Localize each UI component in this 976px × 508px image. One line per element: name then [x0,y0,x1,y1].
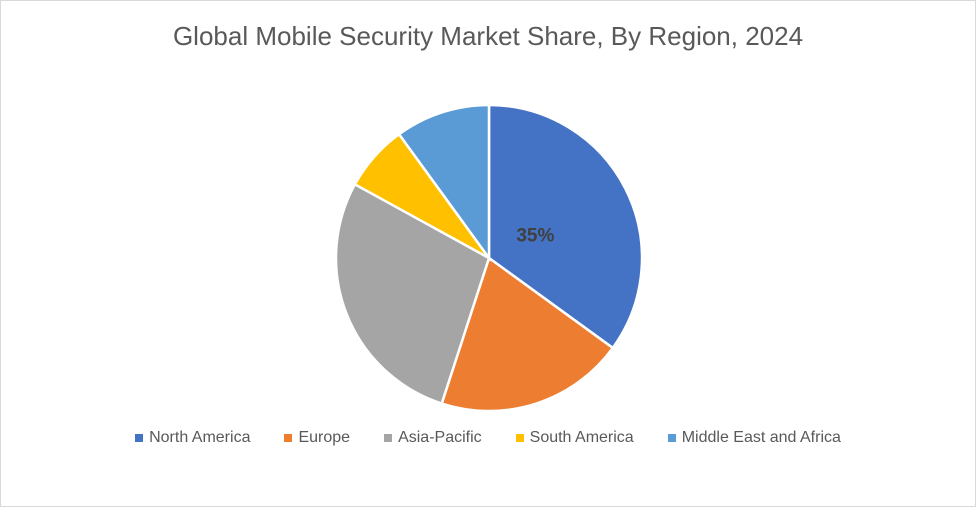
legend-label: Middle East and Africa [681,429,841,446]
legend-item: Asia-Pacific [384,429,482,447]
legend-swatch [384,434,393,442]
chart-legend: North America Europe Asia-Pacific South Ame… [1,429,975,447]
pie-slice-north-america [487,103,644,350]
legend-item: Middle East and Africa [667,429,841,447]
legend-label: North America [149,429,251,446]
pie-slice-europe [440,255,615,413]
legend-label: Europe [298,429,351,446]
legend-swatch [284,434,293,442]
pie-slice-asia-pacific [334,182,491,406]
legend-label: Asia-Pacific [398,429,482,446]
legend-item: South America [515,429,634,447]
legend-item: Europe [284,429,350,447]
chart-title: Global Mobile Security Market Share, By … [172,21,804,51]
legend-label: South America [529,429,634,446]
legend-swatch [667,434,676,442]
legend-item: North America [135,429,250,447]
legend-swatch [135,434,144,442]
pie-slice-middle-east-and-africa [397,103,491,262]
data-label: 35% [516,225,554,246]
legend-swatch [515,434,524,442]
